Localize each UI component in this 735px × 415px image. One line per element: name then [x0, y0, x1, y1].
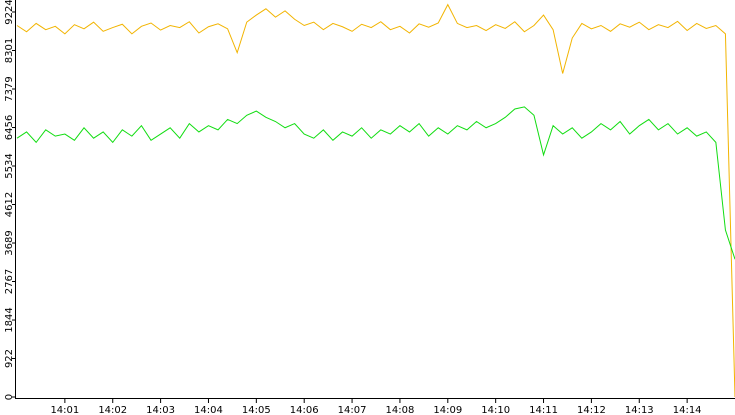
x-tick-label: 14:08	[386, 405, 415, 415]
x-tick-label: 14:13	[625, 405, 654, 415]
series-line	[16, 3, 735, 398]
x-tick-label: 14:12	[577, 405, 606, 415]
x-tick-label: 14:01	[50, 405, 79, 415]
x-tick-label: 14:03	[146, 405, 175, 415]
x-tick-label: 14:14	[673, 405, 702, 415]
y-tick-label: 8301	[4, 38, 15, 63]
y-tick-label: 0	[4, 394, 15, 400]
x-tick-label: 14:07	[338, 405, 367, 415]
y-tick-label: 3689	[4, 230, 15, 255]
x-tick-label: 14:09	[433, 405, 462, 415]
series-line	[16, 106, 735, 260]
x-tick-label: 14:11	[529, 405, 558, 415]
x-tick-label: 14:06	[290, 405, 319, 415]
y-tick-label: 9224	[4, 0, 15, 25]
y-tick-label: 4612	[4, 192, 15, 217]
y-tick-label: 1844	[4, 307, 15, 332]
y-tick-label: 2767	[4, 269, 15, 294]
y-tick-label: 7379	[4, 76, 15, 101]
x-tick-label: 14:05	[242, 405, 271, 415]
x-tick-label: 14:04	[194, 405, 223, 415]
x-tick-label: 14:10	[481, 405, 510, 415]
y-tick-label: 6456	[4, 115, 15, 140]
y-tick-label: 922	[4, 349, 15, 368]
x-tick-label: 14:02	[98, 405, 127, 415]
y-tick-label: 5534	[4, 153, 15, 178]
